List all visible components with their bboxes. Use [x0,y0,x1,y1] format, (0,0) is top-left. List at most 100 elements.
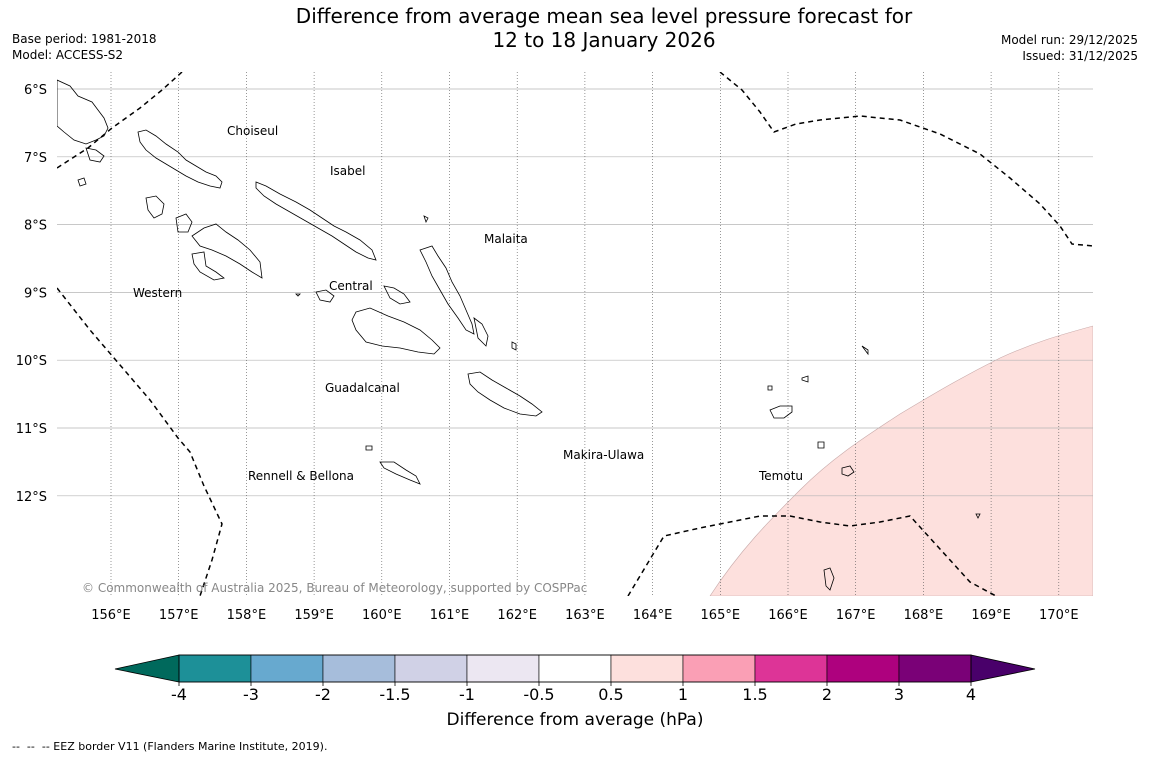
lat-label: 12°S [16,490,47,505]
label-temotu: Temotu [758,469,803,483]
eez-border-northwest [57,72,183,169]
vella-lavella-island [145,195,165,219]
label-malaita: Malaita [484,232,528,246]
colorbar-cell [610,654,684,683]
lon-label: 158°E [227,608,267,623]
isabel-island [255,181,377,261]
colorbar-tick-label: -0.5 [523,685,554,704]
anuta-island [975,513,981,519]
colorbar-label: Difference from average (hPa) [447,710,704,730]
makira-island [467,371,543,417]
ontong-islet [423,215,429,224]
colorbar-tick-labels: -4 -3 -2 -1.5 -1 -0.5 0.5 1 1.5 2 3 4 [171,682,976,704]
colorbar-tick-label: 1.5 [742,685,767,704]
label-rennell-bellona: Rennell & Bellona [248,469,354,483]
colorbar-tick-label: 0.5 [598,685,623,704]
eez-border-south [627,515,997,596]
colorbar-cell [250,654,324,683]
reef-islands [767,385,773,391]
colorbar-tick-label: -2 [315,685,331,704]
lon-label: 161°E [430,608,470,623]
positive-anomaly-region [709,325,1093,596]
lon-label: 163°E [565,608,605,623]
model-text: Model: ACCESS-S2 [12,48,124,62]
sikaiana-island [861,345,869,356]
label-guadalcanal: Guadalcanal [325,381,400,395]
colorbar-low-extend [114,654,180,683]
latitude-gridlines [57,88,1093,497]
small-islet-1 [77,177,87,187]
lon-label: 169°E [971,608,1011,623]
lat-label: 6°S [24,83,47,98]
label-western: Western [133,286,182,300]
lon-label: 166°E [768,608,808,623]
colorbar-tick-label: -3 [243,685,259,704]
bougainville-island [57,79,109,145]
colorbar-cell [754,654,828,683]
colorbar: -4 -3 -2 -1.5 -1 -0.5 0.5 1 1.5 2 3 4 Difference fr… [114,654,1036,730]
colorbar-tick-label: -1 [459,685,475,704]
islands [57,79,981,591]
colorbar-cell [466,654,540,683]
colorbar-tick-label: 4 [966,685,976,704]
colorbar-cell [394,654,468,683]
lon-label: 167°E [836,608,876,623]
colorbar-cell [682,654,756,683]
base-period-text: Base period: 1981-2018 [12,32,157,46]
colorbar-tick-label: -1.5 [379,685,410,704]
longitude-labels: 156°E 157°E 158°E 159°E 160°E 161°E 162°E 163°E… [91,608,1078,623]
colorbar-cells [178,654,972,683]
lon-label: 168°E [904,608,944,623]
malaita-island [419,245,475,335]
lon-label: 159°E [294,608,334,623]
label-isabel: Isabel [330,164,365,178]
colorbar-tick-label: 3 [894,685,904,704]
colorbar-tick-label: 1 [678,685,688,704]
lat-label: 10°S [16,354,47,369]
colorbar-high-extend [970,654,1036,683]
lon-label: 164°E [633,608,673,623]
lon-label: 165°E [701,608,741,623]
tikopia-island [823,567,835,591]
colorbar-cell [178,654,252,683]
province-labels: Choiseul Isabel Malaita Western Central … [133,124,803,483]
colorbar-cell [826,654,900,683]
lat-label: 9°S [24,286,47,301]
lat-label: 11°S [16,422,47,437]
shortland-islet [295,293,301,297]
ulawa-island [511,341,517,351]
eez-border-lines [57,72,1093,596]
model-run-text: Model run: 29/12/2025 [1000,33,1138,47]
ndeni-island [769,405,793,419]
latitude-labels: 6°S 7°S 8°S 9°S 10°S 11°S 12°S [16,83,47,505]
russell-islands [315,289,335,303]
kolombangara-island [175,213,193,233]
lat-label: 8°S [24,219,47,234]
colorbar-cell [898,654,972,683]
choiseul-island [137,129,223,189]
figure-title-line-1: Difference from average mean sea level p… [295,4,913,28]
florida-islands [383,285,411,305]
rendova-island [191,251,225,281]
lon-label: 170°E [1039,608,1079,623]
label-central: Central [329,279,373,293]
longitude-gridlines [110,72,1060,596]
guadalcanal-island [351,307,441,355]
utupua-island [817,441,825,449]
new-georgia-island [191,223,263,279]
map-area: Choiseul Isabel Malaita Western Central … [57,72,1093,596]
duff-islands [801,375,809,383]
colorbar-tick-label: -4 [171,685,187,704]
lon-label: 162°E [497,608,537,623]
lon-label: 156°E [91,608,131,623]
figure-title-line-2: 12 to 18 January 2026 [492,28,716,52]
copyright-text: © Commonwealth of Australia 2025, Bureau… [82,581,587,595]
lon-label: 160°E [362,608,402,623]
rennell-island [379,461,421,485]
bellona-island [365,445,373,451]
eez-border-west [57,287,223,596]
eez-border-northeast [719,72,1093,247]
eez-footnote: -- -- -- EEZ border V11 (Flanders Marine… [12,740,328,753]
